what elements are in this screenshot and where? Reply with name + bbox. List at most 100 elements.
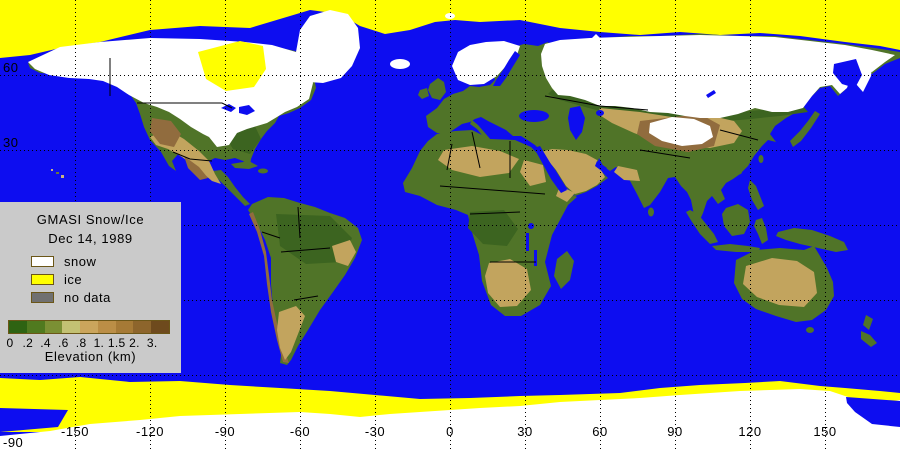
elevation-colorbar (8, 320, 170, 334)
patagonia (277, 306, 305, 360)
elevation-segment-7 (133, 321, 152, 333)
sumatra (686, 210, 718, 244)
taiga-belt (548, 90, 808, 122)
iceland (390, 59, 410, 69)
scandinavia-snow (452, 41, 520, 85)
new-zealand-south (861, 331, 877, 347)
arctic-ice-band (0, 0, 900, 58)
elevation-segment-5 (97, 321, 116, 333)
african-rift-lakes (526, 223, 537, 266)
rocky-mountains (150, 118, 181, 147)
elevation-segment-4 (80, 321, 98, 333)
cuba (231, 161, 258, 169)
kalahari-desert (485, 259, 531, 307)
lon-label-90: 90 (667, 424, 683, 439)
greenland (296, 10, 360, 83)
elevation-segment-6 (115, 321, 134, 333)
lat-label-30: 30 (3, 135, 19, 150)
persian-gulf (595, 161, 607, 172)
lon-label--150: -150 (60, 424, 90, 439)
ice-swatch (31, 273, 54, 285)
black-sea (519, 110, 549, 122)
no-data-swatch (31, 291, 54, 303)
libyan-desert (520, 160, 546, 186)
caspian-sea (568, 106, 585, 140)
legend-title: GMASI Snow/Ice (36, 212, 145, 227)
ross-sea (846, 397, 900, 427)
tibet-snow (649, 117, 713, 146)
andes-mountains (249, 212, 289, 363)
elevation-segment-3 (62, 321, 81, 333)
italy (470, 120, 491, 140)
new-zealand-north (863, 315, 873, 330)
hudson-bay-ice (198, 41, 266, 91)
elevation-tick: 1.5 (107, 336, 126, 350)
legend-items: snow ice no data (0, 252, 181, 306)
legend-date: Dec 14, 1989 (48, 231, 133, 246)
lon-label--120: -120 (135, 424, 165, 439)
lat-label--90: -90 (3, 435, 24, 450)
lon-label-0: 0 (446, 424, 454, 439)
lon-label--30: -30 (364, 424, 386, 439)
japan (790, 111, 820, 147)
lon-label--90: -90 (214, 424, 236, 439)
ireland (418, 88, 429, 99)
java (712, 244, 760, 252)
congo-forest (468, 210, 518, 246)
arabia-desert (541, 149, 605, 194)
sulawesi (754, 218, 768, 244)
caatinga (332, 240, 356, 266)
hawaii (51, 169, 64, 178)
australian-outback (743, 258, 817, 307)
elevation-tick: 3. (146, 336, 158, 350)
lon-label--60: -60 (289, 424, 311, 439)
legend-item-no-data: no data (0, 288, 181, 306)
sea-of-okhotsk (833, 59, 862, 88)
elevation-segment-2 (44, 321, 63, 333)
madagascar (554, 251, 574, 289)
legend-item-label: snow (64, 253, 97, 269)
elevation-segment-8 (151, 321, 170, 333)
elevation-tick: 0 (6, 336, 14, 350)
siberia-snow (541, 35, 895, 118)
lat-label-60: 60 (3, 60, 19, 75)
legend-item-ice: ice (0, 270, 181, 288)
hainan (736, 169, 742, 175)
kamchatka-snow (856, 57, 873, 92)
elevation-tick: .6 (58, 336, 69, 350)
thar-desert (614, 166, 640, 181)
elevation-tick: .8 (75, 336, 87, 350)
baltic-sea (493, 51, 520, 86)
weddell-sea (0, 408, 68, 432)
lon-label-60: 60 (592, 424, 608, 439)
borneo (722, 204, 750, 236)
taiwan (758, 155, 764, 163)
red-sea (534, 146, 567, 193)
legend-item-snow: snow (0, 252, 181, 270)
philippines (748, 180, 764, 210)
new-guinea (776, 228, 848, 252)
mexican-plateau (184, 156, 208, 180)
elevation-tick: .2 (22, 336, 34, 350)
elevation-segment-0 (9, 321, 27, 333)
legend-item-label: ice (64, 271, 83, 287)
legend-panel: GMASI Snow/Ice Dec 14, 1989 snow ice no da… (0, 202, 181, 373)
tasmania (806, 327, 814, 333)
lake-baikal (706, 90, 716, 98)
british-isles (428, 78, 446, 100)
lon-label-120: 120 (738, 424, 762, 439)
hispaniola (258, 168, 268, 174)
legend-item-label: no data (64, 289, 111, 305)
amazon-forest (276, 214, 352, 264)
elevation-tick: .4 (40, 336, 51, 350)
elevation-tick-labels: 0 .2 .4 .6 .8 1. 1.5 2. 3. (6, 336, 176, 350)
lon-label-30: 30 (517, 424, 533, 439)
snow-swatch (31, 255, 54, 267)
elevation-tick: 2. (129, 336, 140, 350)
elevation-tick: 1. (93, 336, 105, 350)
elevation-segment-1 (26, 321, 45, 333)
sri-lanka (648, 207, 654, 217)
elevation-caption: Elevation (km) (44, 349, 137, 364)
